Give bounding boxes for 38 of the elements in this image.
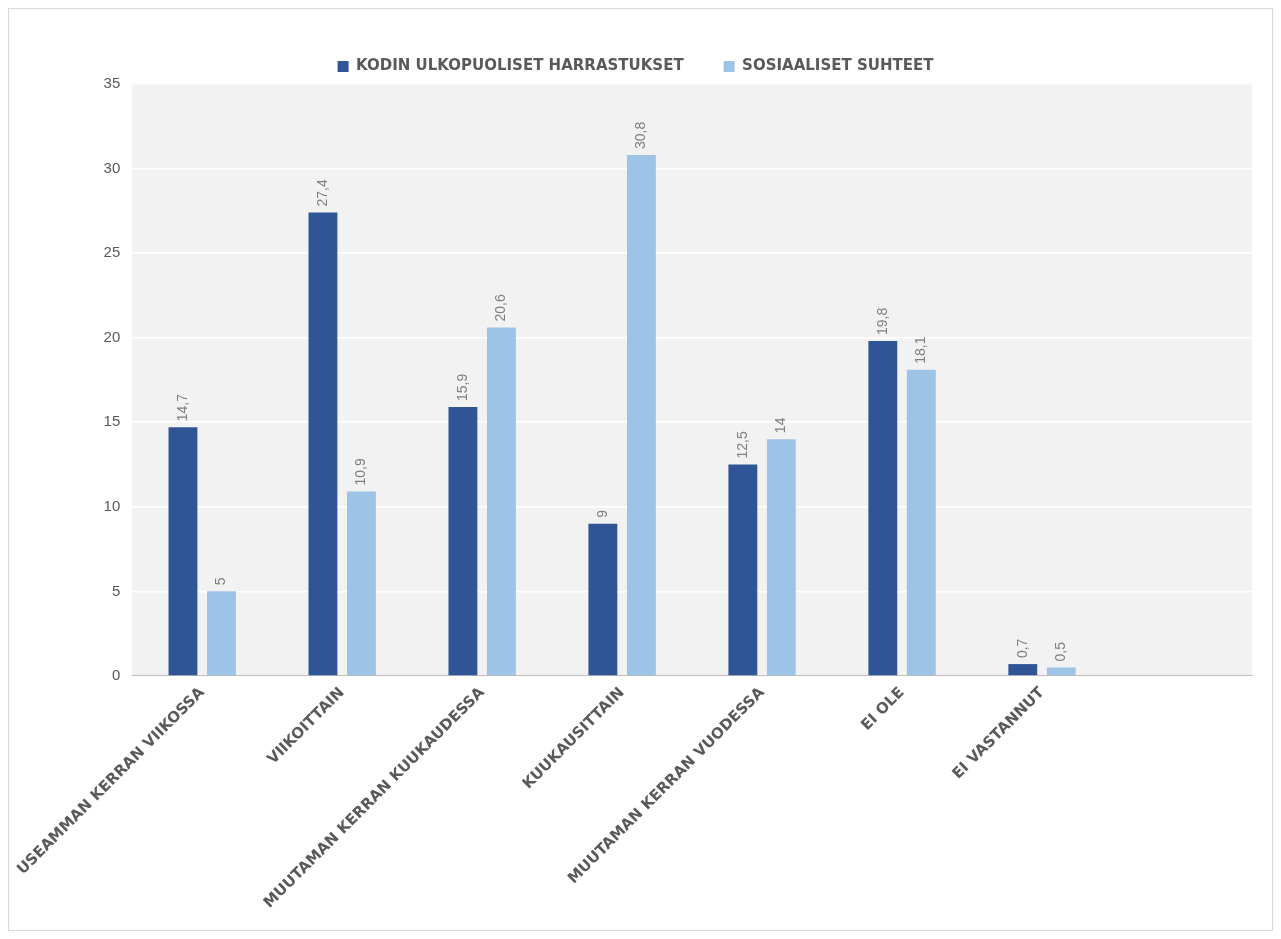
bar xyxy=(486,327,516,676)
bar xyxy=(308,212,338,676)
y-tick-label: 30 xyxy=(103,158,121,176)
bar xyxy=(346,491,376,676)
data-label: 20,6 xyxy=(492,294,509,322)
data-label: 14 xyxy=(772,417,789,434)
data-label: 0,7 xyxy=(1013,638,1030,659)
data-label: 27,4 xyxy=(313,179,330,207)
y-tick-label: 0 xyxy=(111,666,121,684)
data-label: 0,5 xyxy=(1052,641,1069,662)
y-tick-label: 5 xyxy=(111,581,121,599)
bar xyxy=(448,407,478,676)
y-tick-label: 15 xyxy=(103,412,121,430)
bar xyxy=(1008,664,1038,676)
data-label: 30,8 xyxy=(632,121,649,150)
y-tick-label: 25 xyxy=(103,243,121,261)
data-label: 5 xyxy=(212,577,229,586)
y-tick-label: 20 xyxy=(103,327,121,345)
bar xyxy=(766,439,796,676)
legend-label: SOSIAALISET SUHTEET xyxy=(742,56,935,75)
data-label: 19,8 xyxy=(873,307,890,336)
bar xyxy=(1046,667,1076,676)
data-label: 14,7 xyxy=(173,393,190,422)
bar xyxy=(207,591,236,676)
bar xyxy=(906,369,936,676)
bar xyxy=(626,155,656,676)
data-label: 9 xyxy=(593,509,610,518)
data-label: 12,5 xyxy=(733,431,750,459)
data-label: 10,9 xyxy=(352,458,369,486)
bar xyxy=(588,523,618,676)
bar xyxy=(168,427,198,676)
y-tick-label: 35 xyxy=(103,74,121,92)
bar xyxy=(728,464,758,676)
bar xyxy=(868,341,898,676)
y-tick-label: 10 xyxy=(103,496,121,514)
data-label: 15,9 xyxy=(453,373,470,402)
legend-label: KODIN ULKOPUOLISET HARRASTUKSET xyxy=(356,56,685,75)
data-label: 18,1 xyxy=(912,336,929,364)
